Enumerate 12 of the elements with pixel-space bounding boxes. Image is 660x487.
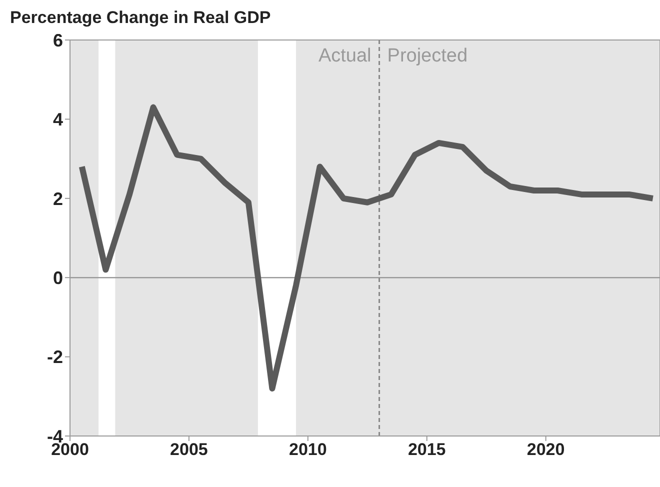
- y-tick-label: 4: [52, 110, 63, 130]
- x-tick-label: 2015: [408, 440, 446, 460]
- x-tick-label: 2005: [170, 440, 208, 460]
- y-tick-label: 0: [52, 268, 63, 288]
- x-tick-label: 2020: [526, 440, 565, 460]
- y-tick-label: 2: [52, 188, 63, 209]
- annotation: Projected: [387, 45, 468, 66]
- x-tick-label: 2010: [288, 440, 327, 460]
- chart-title: Percentage Change in Real GDP: [10, 8, 271, 27]
- y-tick-label: 6: [52, 30, 63, 50]
- annotation: Actual: [318, 45, 372, 66]
- y-tick-label: -2: [46, 347, 63, 368]
